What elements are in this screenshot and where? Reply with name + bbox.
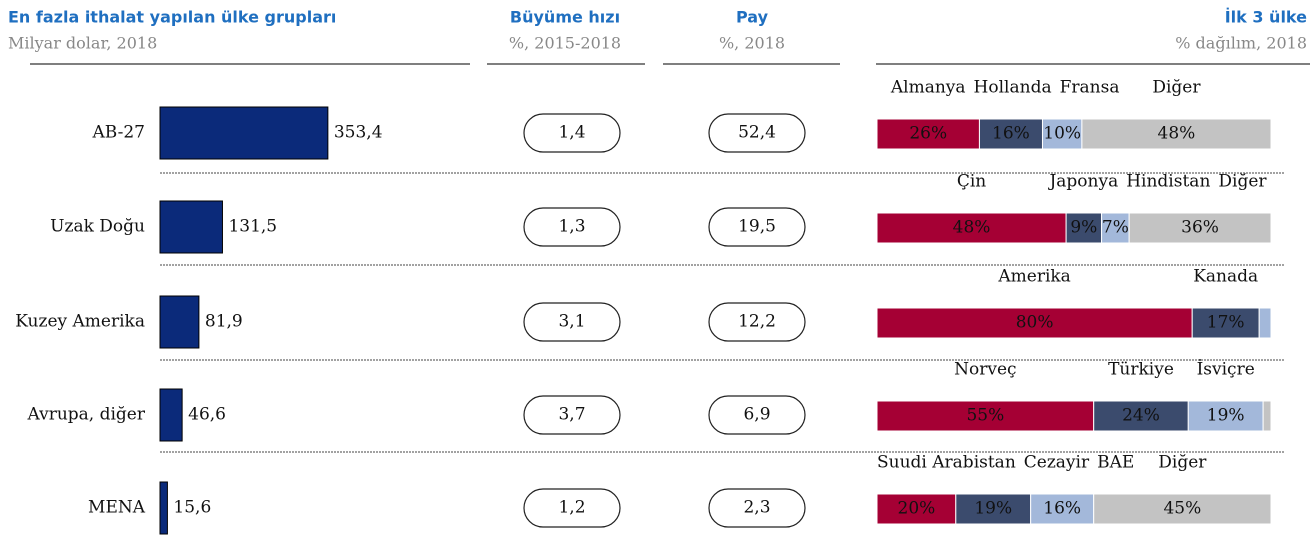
segment — [1081, 118, 1272, 150]
pill — [523, 113, 621, 153]
segment — [876, 400, 1095, 432]
pill — [708, 113, 806, 153]
row-label: AB-27 — [92, 123, 145, 143]
segment-name: Norveç — [954, 360, 1016, 380]
row-label: Avrupa, diğer — [27, 405, 146, 425]
bar-label: 353,4 — [334, 123, 383, 143]
segment-name: İsviçre — [1197, 359, 1255, 380]
bar — [159, 106, 329, 160]
bar — [159, 295, 200, 349]
top-title: İlk 3 ülke — [1225, 8, 1307, 27]
segment-label: 48% — [953, 218, 991, 238]
segment — [1093, 400, 1189, 432]
segment-name: Hollanda — [974, 78, 1052, 98]
segment-label: 24% — [1122, 406, 1160, 426]
pill — [523, 488, 621, 528]
growth-value: 1,4 — [558, 123, 585, 143]
segment-label: 26% — [909, 124, 947, 144]
segment — [1258, 307, 1272, 339]
bar — [159, 200, 223, 254]
segment-name: Almanya — [890, 78, 966, 98]
growth-value: 1,2 — [558, 498, 585, 518]
share-value: 19,5 — [738, 217, 776, 237]
growth-subtitle: %, 2015-2018 — [509, 34, 621, 53]
share-value: 12,2 — [738, 312, 776, 332]
segment-name: Fransa — [1060, 78, 1120, 98]
segment-label: 45% — [1163, 499, 1201, 519]
segment-name: Suudi Arabistan — [877, 453, 1016, 473]
bar-label: 15,6 — [173, 498, 211, 518]
bar-label: 81,9 — [205, 312, 243, 332]
segment-name: Amerika — [997, 267, 1070, 287]
bar — [159, 388, 183, 442]
segment-label: 9% — [1070, 218, 1097, 238]
segment-name: Diğer — [1158, 453, 1207, 473]
subtitle: Milyar dolar, 2018 — [8, 34, 157, 53]
pill — [523, 207, 621, 247]
segment-label: 80% — [1016, 313, 1054, 333]
row-label: MENA — [88, 498, 146, 518]
growth-value: 3,7 — [558, 405, 585, 425]
segment-label: 36% — [1181, 218, 1219, 238]
segment — [1093, 493, 1272, 525]
pill — [708, 488, 806, 528]
pill — [708, 302, 806, 342]
pill — [708, 395, 806, 435]
segment-name: Türkiye — [1108, 360, 1174, 380]
bar-label: 131,5 — [228, 217, 277, 237]
share-title: Pay — [736, 8, 769, 27]
segment-label: 10% — [1043, 124, 1081, 144]
pill — [523, 395, 621, 435]
segment-label: 48% — [1158, 124, 1196, 144]
pill — [523, 302, 621, 342]
segment-label: 16% — [1043, 499, 1081, 519]
row-label: Uzak Doğu — [50, 217, 145, 237]
growth-value: 1,3 — [558, 217, 585, 237]
segment-name: Diğer — [1152, 78, 1201, 98]
segment-name: Diğer — [1218, 172, 1267, 192]
pill — [708, 207, 806, 247]
segment-name: Hindistan — [1126, 172, 1210, 192]
share-value: 2,3 — [743, 498, 770, 518]
segment — [1191, 307, 1260, 339]
segment-name: Cezayir — [1024, 453, 1090, 473]
growth-value: 3,1 — [558, 312, 585, 332]
segment — [955, 493, 1032, 525]
segment-name: Kanada — [1193, 267, 1258, 287]
segment — [1030, 493, 1095, 525]
segment — [1262, 400, 1272, 432]
segment-label: 19% — [1207, 406, 1245, 426]
segment-label: 16% — [992, 124, 1030, 144]
row-label: Kuzey Amerika — [15, 312, 145, 332]
segment — [1065, 212, 1103, 244]
share-value: 52,4 — [738, 123, 776, 143]
segment-label: 55% — [966, 406, 1004, 426]
segment-name: BAE — [1097, 453, 1134, 473]
segment-label: 20% — [898, 499, 936, 519]
segment-label: 19% — [974, 499, 1012, 519]
segment-label: 7% — [1102, 218, 1129, 238]
segment — [876, 493, 957, 525]
segment-name: Japonya — [1047, 172, 1118, 192]
top-subtitle: % dağılım, 2018 — [1175, 34, 1307, 53]
growth-title: Büyüme hızı — [510, 8, 620, 27]
segment-name: Çin — [957, 172, 986, 192]
title: En fazla ithalat yapılan ülke grupları — [8, 8, 336, 27]
bar-label: 46,6 — [188, 405, 226, 425]
segment-label: 17% — [1207, 313, 1245, 333]
share-value: 6,9 — [743, 405, 770, 425]
bar — [159, 481, 168, 535]
share-subtitle: %, 2018 — [719, 34, 785, 53]
segment — [1128, 212, 1272, 244]
